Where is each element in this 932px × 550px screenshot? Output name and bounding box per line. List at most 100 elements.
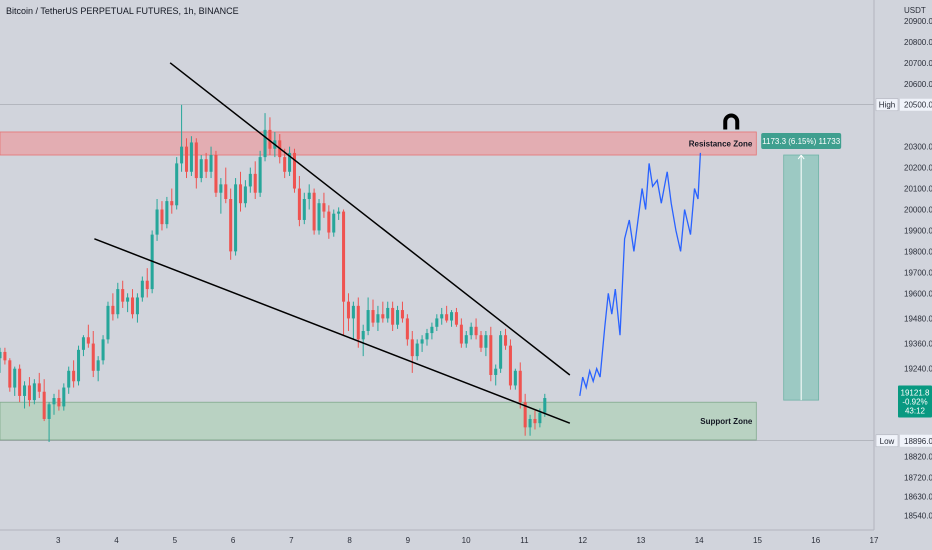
time-tick-label: 14 xyxy=(695,536,704,545)
candle xyxy=(376,314,380,323)
candle xyxy=(346,301,350,319)
candle xyxy=(234,184,238,252)
candle xyxy=(81,337,85,350)
candle xyxy=(538,412,542,424)
candle xyxy=(469,326,473,336)
candle xyxy=(219,184,223,193)
candle xyxy=(454,312,458,325)
price-tick-label: 20200.0 xyxy=(904,164,932,173)
time-tick-label: 5 xyxy=(173,536,178,545)
candle xyxy=(528,418,532,428)
time-tick-label: 13 xyxy=(636,536,645,545)
candle xyxy=(101,339,105,361)
candle xyxy=(47,404,51,419)
time-tick-label: 11 xyxy=(520,536,529,545)
candle xyxy=(371,310,375,323)
candle xyxy=(32,383,36,401)
candle xyxy=(184,146,189,172)
candle xyxy=(199,159,203,179)
candle xyxy=(381,314,385,319)
high-value: 20500.0 xyxy=(904,101,932,110)
candle xyxy=(288,152,292,172)
candle xyxy=(209,155,213,172)
candle xyxy=(243,186,247,204)
candle xyxy=(126,297,130,302)
candle xyxy=(523,402,527,428)
high-value-bg xyxy=(900,98,932,111)
candle xyxy=(13,368,17,388)
candle xyxy=(189,142,193,172)
time-tick-label: 15 xyxy=(753,536,762,545)
price-axis[interactable]: 20900.0 20800.0 20700.0 20600.0 20500.0 20300… xyxy=(875,17,932,520)
candle xyxy=(268,129,272,149)
current-price-badge xyxy=(898,385,932,418)
price-tick-label: 18820.0 xyxy=(904,453,932,462)
price-tick-label: 19600.0 xyxy=(904,289,932,298)
candle xyxy=(204,159,208,172)
candle xyxy=(106,305,110,340)
candle xyxy=(459,324,463,344)
candle xyxy=(317,203,321,231)
candle xyxy=(405,318,409,340)
time-tick-label: 4 xyxy=(114,536,119,545)
trendline-lower xyxy=(94,238,571,424)
candle xyxy=(96,360,100,371)
time-tick-label: 16 xyxy=(811,536,820,545)
time-tick-label: 17 xyxy=(870,536,879,545)
candle xyxy=(518,370,522,403)
price-tick-label: 19480.0 xyxy=(904,314,932,323)
candle xyxy=(165,201,169,225)
candle xyxy=(52,398,56,405)
candle xyxy=(420,339,424,344)
current-price-change: -0.92% xyxy=(902,397,927,406)
candle xyxy=(8,360,12,388)
candle xyxy=(214,155,218,193)
candle xyxy=(327,211,331,233)
high-tag-label: High xyxy=(879,101,895,110)
magnet-icon xyxy=(723,113,740,130)
price-tick-label: 18630.0 xyxy=(904,492,932,501)
candle xyxy=(72,370,76,382)
candle xyxy=(292,152,297,189)
candle xyxy=(474,326,478,336)
candle xyxy=(386,307,390,319)
chart-title: Bitcoin / TetherUS PERPETUAL FUTURES, 1h… xyxy=(6,6,239,16)
time-axis[interactable]: 3 4 5 6 7 8 9 10 11 12 13 14 15 16 17 xyxy=(56,536,879,545)
price-tick-label: 19360.0 xyxy=(904,340,932,349)
price-tick-label: 18540.0 xyxy=(904,511,932,520)
time-tick-label: 10 xyxy=(462,536,471,545)
price-tick-label: 20600.0 xyxy=(904,80,932,89)
target-box-arrowhead-right xyxy=(800,154,805,160)
candle xyxy=(111,305,115,315)
high-tag xyxy=(875,98,899,112)
candle xyxy=(258,157,262,193)
candle xyxy=(415,343,419,357)
price-tick-label: 20900.0 xyxy=(904,17,932,26)
candles-layer xyxy=(0,104,547,443)
candle xyxy=(366,310,370,331)
target-box-label-bg xyxy=(761,133,842,150)
candle xyxy=(3,351,7,361)
low-tag-label: Low xyxy=(880,437,895,446)
resistance-zone-label: Resistance Zone xyxy=(689,139,753,148)
price-tick-label: 19700.0 xyxy=(904,268,932,277)
candle xyxy=(435,318,439,327)
candle xyxy=(57,398,61,407)
candle xyxy=(121,289,125,302)
candle xyxy=(253,173,257,193)
candle xyxy=(135,297,139,315)
candle xyxy=(248,173,252,187)
candle xyxy=(42,391,46,419)
candle xyxy=(508,345,512,386)
price-tick-label: 20100.0 xyxy=(904,185,932,194)
candle xyxy=(160,209,164,225)
time-tick-label: 12 xyxy=(578,536,587,545)
candle xyxy=(229,199,233,252)
candle xyxy=(499,335,503,369)
candle xyxy=(283,157,287,172)
candle xyxy=(194,142,198,179)
target-box-arrowhead-left xyxy=(797,154,802,160)
projection-line xyxy=(579,152,702,396)
candle xyxy=(410,339,414,357)
